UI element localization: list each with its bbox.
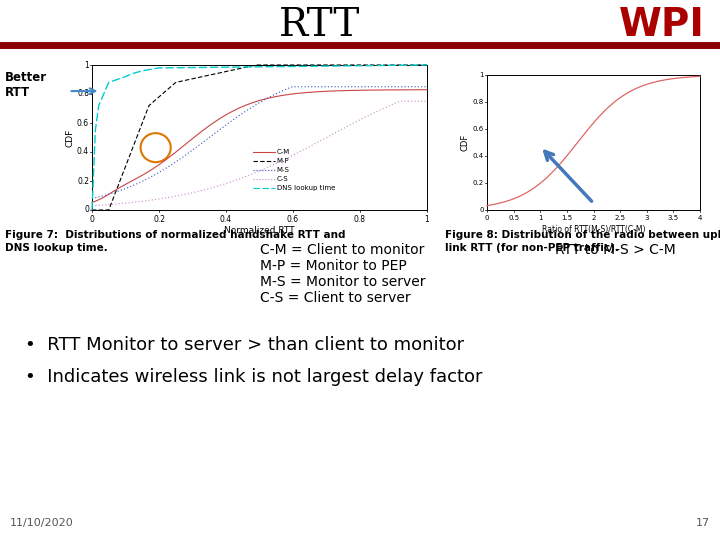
Text: CDF: CDF <box>66 129 74 147</box>
Text: RTT: RTT <box>279 6 361 44</box>
Text: 0.8: 0.8 <box>473 99 484 105</box>
Text: 0.6: 0.6 <box>77 118 89 127</box>
Text: 1: 1 <box>538 215 542 221</box>
Text: 2: 2 <box>591 215 595 221</box>
Text: 2.5: 2.5 <box>615 215 626 221</box>
Text: 0: 0 <box>84 206 89 214</box>
Text: 4: 4 <box>698 215 702 221</box>
Text: C-M: C-M <box>276 149 290 156</box>
Text: 0.4: 0.4 <box>220 215 232 224</box>
Text: 0.8: 0.8 <box>354 215 366 224</box>
Text: 11/10/2020: 11/10/2020 <box>10 518 73 528</box>
Text: 0: 0 <box>89 215 94 224</box>
Text: C-S: C-S <box>276 176 289 183</box>
Text: 1: 1 <box>425 215 429 224</box>
Text: Better
RTT: Better RTT <box>5 71 47 99</box>
Text: 1: 1 <box>84 60 89 70</box>
Text: Figure 7:  Distributions of normalized handshake RTT and
DNS lookup time.: Figure 7: Distributions of normalized ha… <box>5 230 346 253</box>
Text: 3: 3 <box>644 215 649 221</box>
Text: M-P: M-P <box>276 158 289 164</box>
Text: 0.4: 0.4 <box>473 153 484 159</box>
Text: 0.5: 0.5 <box>508 215 519 221</box>
Text: •  Indicates wireless link is not largest delay factor: • Indicates wireless link is not largest… <box>25 368 482 386</box>
Text: M-S = Monitor to server: M-S = Monitor to server <box>260 275 426 289</box>
Text: 1: 1 <box>480 72 484 78</box>
Text: 0: 0 <box>480 207 484 213</box>
Text: WPI: WPI <box>619 6 705 44</box>
Text: 0.6: 0.6 <box>473 126 484 132</box>
Text: M-P = Monitor to PEP: M-P = Monitor to PEP <box>260 259 407 273</box>
Text: Normalized RTT: Normalized RTT <box>224 226 294 235</box>
Text: 0.2: 0.2 <box>77 177 89 186</box>
Text: 0.6: 0.6 <box>287 215 299 224</box>
Text: M-S: M-S <box>276 167 289 173</box>
Text: RTT to M-S > C-M: RTT to M-S > C-M <box>555 243 676 257</box>
Text: 1.5: 1.5 <box>562 215 572 221</box>
Text: 0.2: 0.2 <box>153 215 165 224</box>
Text: Ratio of RTT(M-S)/RTT(C-M): Ratio of RTT(M-S)/RTT(C-M) <box>541 225 645 234</box>
Text: 0.8: 0.8 <box>77 90 89 98</box>
Text: 0.4: 0.4 <box>77 147 89 157</box>
Text: Figure 8: Distribution of the radio between uplink and down-
link RTT (for non-P: Figure 8: Distribution of the radio betw… <box>445 230 720 253</box>
Text: DNS lookup time: DNS lookup time <box>276 185 336 191</box>
Text: C-S = Client to server: C-S = Client to server <box>260 291 410 305</box>
Text: 0: 0 <box>485 215 490 221</box>
Text: 3.5: 3.5 <box>668 215 679 221</box>
Text: C-M = Client to monitor: C-M = Client to monitor <box>260 243 424 257</box>
Text: •  RTT Monitor to server > than client to monitor: • RTT Monitor to server > than client to… <box>25 336 464 354</box>
Text: CDF: CDF <box>461 134 469 151</box>
Text: 17: 17 <box>696 518 710 528</box>
Text: 0.2: 0.2 <box>473 180 484 186</box>
